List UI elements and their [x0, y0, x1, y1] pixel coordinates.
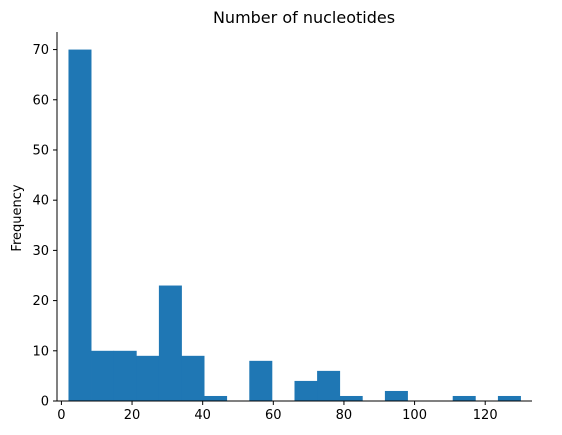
- histogram-bar-6: [204, 395, 228, 401]
- x-axis: 0 20 40 60 80 100 120: [57, 400, 532, 423]
- x-tick-label: 40: [194, 408, 211, 423]
- y-tick-label: 40: [32, 194, 49, 209]
- histogram-bar-12: [339, 395, 363, 401]
- histogram-bar-14: [384, 390, 408, 401]
- y-tick-label: 20: [32, 294, 49, 309]
- x-tick-label: 120: [473, 408, 498, 423]
- x-tick-label: 80: [336, 408, 353, 423]
- histogram-bar-17: [452, 395, 476, 401]
- histogram-bar-2: [113, 350, 137, 401]
- histogram-bar-1: [91, 350, 115, 401]
- histogram-bar-11: [317, 370, 341, 401]
- histogram-bar-3: [136, 355, 160, 401]
- y-axis-label: Frequency: [10, 184, 25, 251]
- x-tick-label: 100: [402, 408, 427, 423]
- y-tick-label: 10: [32, 344, 49, 359]
- y-tick-label: 30: [32, 244, 49, 259]
- y-axis: 0 10 20 30 40 50 60 70: [32, 32, 58, 410]
- histogram-bar-5: [181, 355, 205, 401]
- x-tick-label: 60: [265, 408, 282, 423]
- histogram-bar-0: [68, 49, 92, 401]
- histogram-bar-19: [497, 395, 521, 401]
- x-tick-label: 20: [124, 408, 141, 423]
- histogram-bar-4: [158, 285, 182, 401]
- histogram-bar-10: [294, 380, 318, 401]
- x-tick-label: 0: [57, 408, 65, 423]
- y-tick-label: 70: [32, 43, 49, 58]
- bars-group: [68, 49, 521, 401]
- y-tick-label: 50: [32, 143, 49, 158]
- chart-title: Number of nucleotides: [213, 8, 395, 27]
- histogram-bar-8: [249, 360, 273, 401]
- y-tick-label: 60: [32, 93, 49, 108]
- y-tick-label: 0: [41, 395, 49, 410]
